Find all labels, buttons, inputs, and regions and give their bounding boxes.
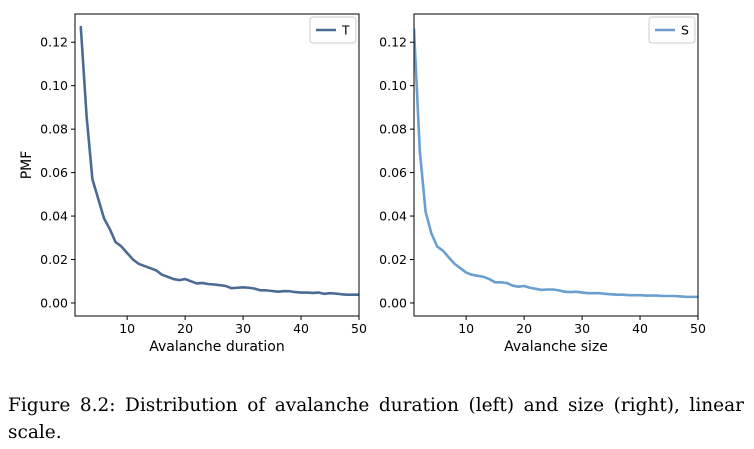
x-tick-label: 30 xyxy=(574,321,590,336)
y-tick-label: 0.04 xyxy=(379,209,407,224)
figure-caption: Figure 8.2: Distribution of avalanche du… xyxy=(8,395,744,443)
plot-frame xyxy=(413,13,699,317)
x-tick-label: 40 xyxy=(632,321,648,336)
x-tick-label: 40 xyxy=(293,321,309,336)
y-axis-label: PMF xyxy=(19,151,35,180)
y-tick-label: 0.00 xyxy=(379,295,407,310)
plot-frame xyxy=(74,13,360,317)
chart-panel-2: 0.00 0.02 0.04 0.06 0.08 0.10 0.12 10 20 30 40 50 Av… xyxy=(379,13,706,355)
y-tick-label: 0.12 xyxy=(40,35,68,50)
y-tick-label: 0.06 xyxy=(40,165,68,180)
figure: 0.00 0.02 0.04 0.06 0.08 0.10 0.12 10 20 30 40 50 Av… xyxy=(19,13,706,355)
y-tick-label: 0.10 xyxy=(379,78,407,93)
x-tick-label: 20 xyxy=(516,321,532,336)
series-line-S xyxy=(414,27,698,299)
y-tick-label: 0.12 xyxy=(379,35,407,50)
series-line-T xyxy=(79,25,359,297)
y-tick-label: 0.06 xyxy=(379,165,407,180)
y-tick-label: 0.08 xyxy=(379,122,407,137)
legend-label: S xyxy=(681,23,689,38)
y-tick-label: 0.04 xyxy=(40,209,68,224)
y-tick-label: 0.00 xyxy=(40,295,68,310)
x-tick-label: 50 xyxy=(690,321,706,336)
y-tick-label: 0.10 xyxy=(40,78,68,93)
x-axis-label: Avalanche size xyxy=(504,339,608,355)
y-tick-label: 0.08 xyxy=(40,122,68,137)
x-tick-label: 50 xyxy=(351,321,367,336)
y-tick-label: 0.02 xyxy=(40,252,68,267)
chart-panel-1: 0.00 0.02 0.04 0.06 0.08 0.10 0.12 10 20 30 40 50 Av… xyxy=(19,13,367,355)
x-axis-label: Avalanche duration xyxy=(149,339,285,355)
x-tick-label: 10 xyxy=(119,321,135,336)
x-tick-label: 10 xyxy=(458,321,474,336)
x-tick-label: 20 xyxy=(177,321,193,336)
x-tick-label: 30 xyxy=(235,321,251,336)
y-tick-label: 0.02 xyxy=(379,252,407,267)
legend-label: T xyxy=(341,23,350,38)
